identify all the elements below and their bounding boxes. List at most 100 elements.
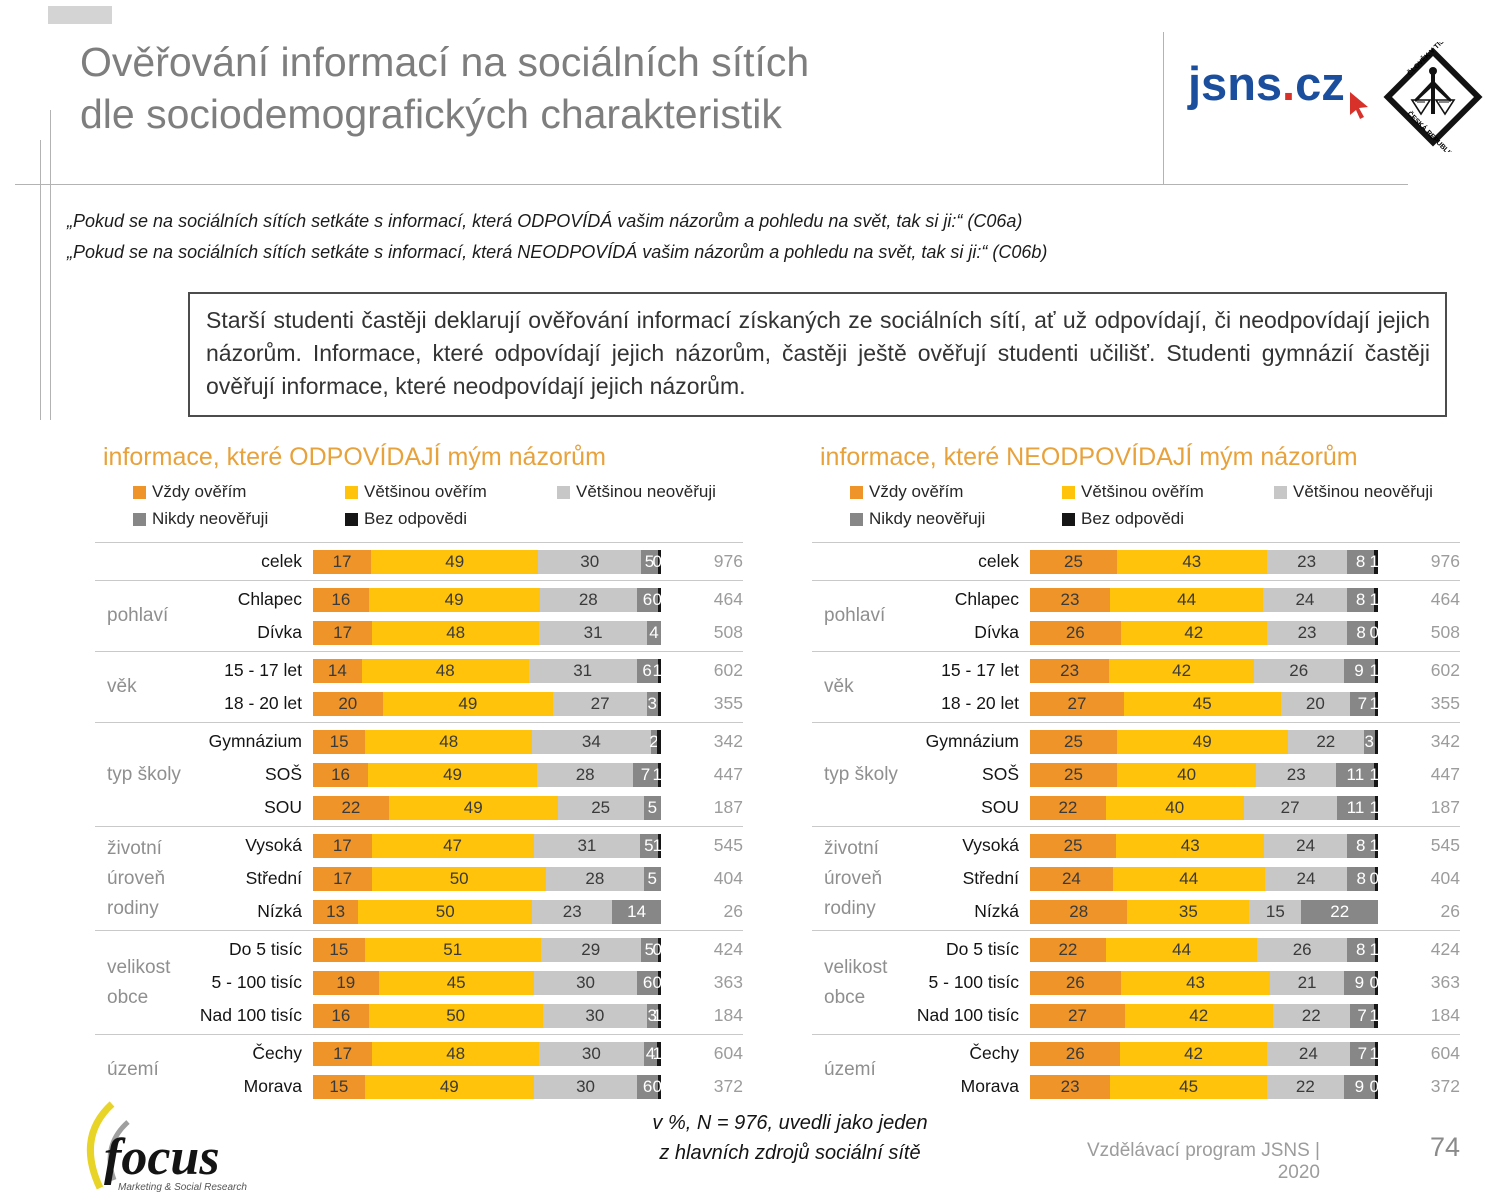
- legend-swatch-icon: [345, 512, 358, 526]
- bar-segment: 25: [1030, 549, 1117, 574]
- chart-panel-odpovidaji: informace, které ODPOVÍDAJÍ mým názorům …: [95, 443, 743, 1105]
- legend-item: Vždy ověřím: [133, 482, 345, 502]
- group-label: území: [824, 1059, 876, 1080]
- bar-value-label: 7: [1357, 694, 1368, 713]
- bar-segment: 5: [643, 866, 661, 891]
- bar-segment: 28: [539, 587, 638, 612]
- legend-item: Vždy ověřím: [850, 482, 1062, 502]
- survey-questions: „Pokud se na sociálních sítích setkáte s…: [67, 206, 1047, 268]
- bar-segment: 7: [633, 762, 658, 787]
- bar-segment: 1: [653, 1003, 662, 1028]
- bar-value-label: 1: [652, 835, 662, 855]
- bar-segment: 25: [1030, 833, 1117, 858]
- bar-value-label: 0: [1369, 972, 1379, 992]
- page-title: Ověřování informací na sociálních sítích…: [80, 36, 809, 140]
- row-label: Gymnázium: [925, 731, 1019, 751]
- n-value: 508: [713, 622, 743, 642]
- n-value: 447: [713, 764, 743, 784]
- bar-value-label: 22: [1330, 902, 1350, 921]
- chart-row: Gymnázium 15 48 34 2 342: [195, 725, 743, 758]
- row-label: Do 5 tisíc: [229, 939, 302, 959]
- group-label: pohlaví: [107, 605, 169, 626]
- row-label: Nízká: [974, 901, 1019, 921]
- bar-segment: 28: [536, 762, 634, 787]
- category-group: území Čechy 17 48 30 4 1 604 Morava 15 49 30 6 0 372: [95, 1034, 743, 1105]
- bar-value-label: 11: [1346, 798, 1365, 817]
- row-label: SOŠ: [265, 764, 302, 784]
- n-value: 447: [1430, 764, 1460, 784]
- legend-swatch-icon: [850, 512, 863, 526]
- group-label: věk: [107, 676, 137, 697]
- chart-row: Nad 100 tisíc 16 50 30 3 1 184: [195, 999, 743, 1032]
- bar-value-label: 1: [1369, 589, 1379, 609]
- bar-value-label: 8: [1356, 623, 1366, 642]
- stacked-bar: 14 48 31 6 1: [313, 658, 662, 683]
- bar-segment: 44: [1105, 937, 1258, 962]
- row-label: Čechy: [969, 1043, 1019, 1063]
- chart-row: Střední 24 44 24 8 0 404: [912, 862, 1460, 895]
- legend-swatch-icon: [1062, 485, 1075, 499]
- bar-value-label: 25: [1063, 836, 1083, 855]
- bar-segment: 25: [1030, 729, 1117, 754]
- bar-segment: 0: [1370, 970, 1379, 995]
- bar-segment: 22: [1272, 1003, 1350, 1028]
- legend-item: Bez odpovědi: [1062, 509, 1274, 529]
- page-title-line1: Ověřování informací na sociálních sítích: [80, 39, 810, 85]
- bar-value-label: 25: [1064, 765, 1083, 784]
- chart-row: Morava 15 49 30 6 0 372: [195, 1070, 743, 1103]
- bar-segment: 15: [1249, 899, 1302, 924]
- n-value: 342: [1430, 731, 1460, 751]
- bar-value-label: 23: [562, 902, 582, 921]
- bar-segment: 45: [1110, 1074, 1267, 1099]
- chart-row: celek 25 43 23 8 1 976: [912, 545, 1460, 578]
- bar-segment: 0: [653, 937, 662, 962]
- bar-value-label: 0: [652, 589, 662, 609]
- bar-segment: 1: [1369, 549, 1379, 574]
- bar-segment: 40: [1117, 762, 1257, 787]
- group-rows: 15 - 17 let 23 42 26 9 1 602 18 - 20 let 27 45 20 7…: [912, 654, 1460, 720]
- bar-segment: 5: [640, 937, 659, 962]
- n-value: 26: [1440, 901, 1460, 921]
- bar-segment: 1: [1370, 691, 1379, 716]
- bar-value-label: 35: [1178, 902, 1198, 921]
- bar-segment: 14: [313, 658, 362, 683]
- bar-segment: 27: [553, 691, 648, 716]
- stacked-bar: 17 47 31 5 1: [313, 833, 662, 858]
- bar-segment: 13: [313, 899, 359, 924]
- bar-segment: 1: [1369, 762, 1379, 787]
- bar-value-label: 1: [652, 1005, 662, 1025]
- bar-segment: 15: [313, 1074, 365, 1099]
- group-rows: Do 5 tisíc 22 44 26 8 1 424 5 - 100 tisíc 26 43 21…: [912, 933, 1460, 1032]
- bar-value-label: 43: [1182, 552, 1202, 571]
- bar-value-label: 45: [1179, 1077, 1199, 1096]
- bar-segment: 43: [1117, 549, 1267, 574]
- bar-value-label: 22: [341, 798, 361, 817]
- row-label: Morava: [960, 1076, 1019, 1096]
- bar-segment: 22: [1266, 1074, 1344, 1099]
- bar-value-label: 30: [585, 1006, 605, 1025]
- stacked-bar: 25 43 23 8 1: [1030, 549, 1379, 574]
- chart-row: 5 - 100 tisíc 26 43 21 9 0 363: [912, 966, 1460, 999]
- chart-rows: celek 25 43 23 8 1 976 pohlaví Chlapec 23 44 24 8 1 46…: [812, 542, 1460, 1105]
- bar-segment: 48: [365, 729, 533, 754]
- bar-value-label: 22: [1316, 732, 1336, 751]
- group-rows: celek 25 43 23 8 1 976: [912, 545, 1460, 578]
- bar-value-label: 15: [329, 1077, 349, 1096]
- bar-segment: 42: [1109, 658, 1254, 683]
- bar-value-label: 27: [1067, 694, 1087, 713]
- chart-row: SOŠ 16 49 28 7 1 447: [195, 758, 743, 791]
- bar-segment: 6: [636, 658, 658, 683]
- chart-row: Střední 17 50 28 5 404: [195, 862, 743, 895]
- row-label: Do 5 tisíc: [946, 939, 1019, 959]
- bar-value-label: 50: [449, 869, 469, 888]
- n-value: 363: [1430, 972, 1460, 992]
- row-label: Nad 100 tisíc: [199, 1005, 302, 1025]
- bar-value-label: 8: [1355, 552, 1366, 571]
- bar-value-label: 24: [1061, 869, 1081, 888]
- bar-value-label: 49: [439, 1077, 459, 1096]
- bar-value-label: 1: [1369, 660, 1379, 680]
- bar-value-label: 48: [446, 623, 466, 642]
- bar-segment: 22: [1287, 729, 1365, 754]
- n-value: 184: [713, 1005, 743, 1025]
- chart-row: 18 - 20 let 27 45 20 7 1 355: [912, 687, 1460, 720]
